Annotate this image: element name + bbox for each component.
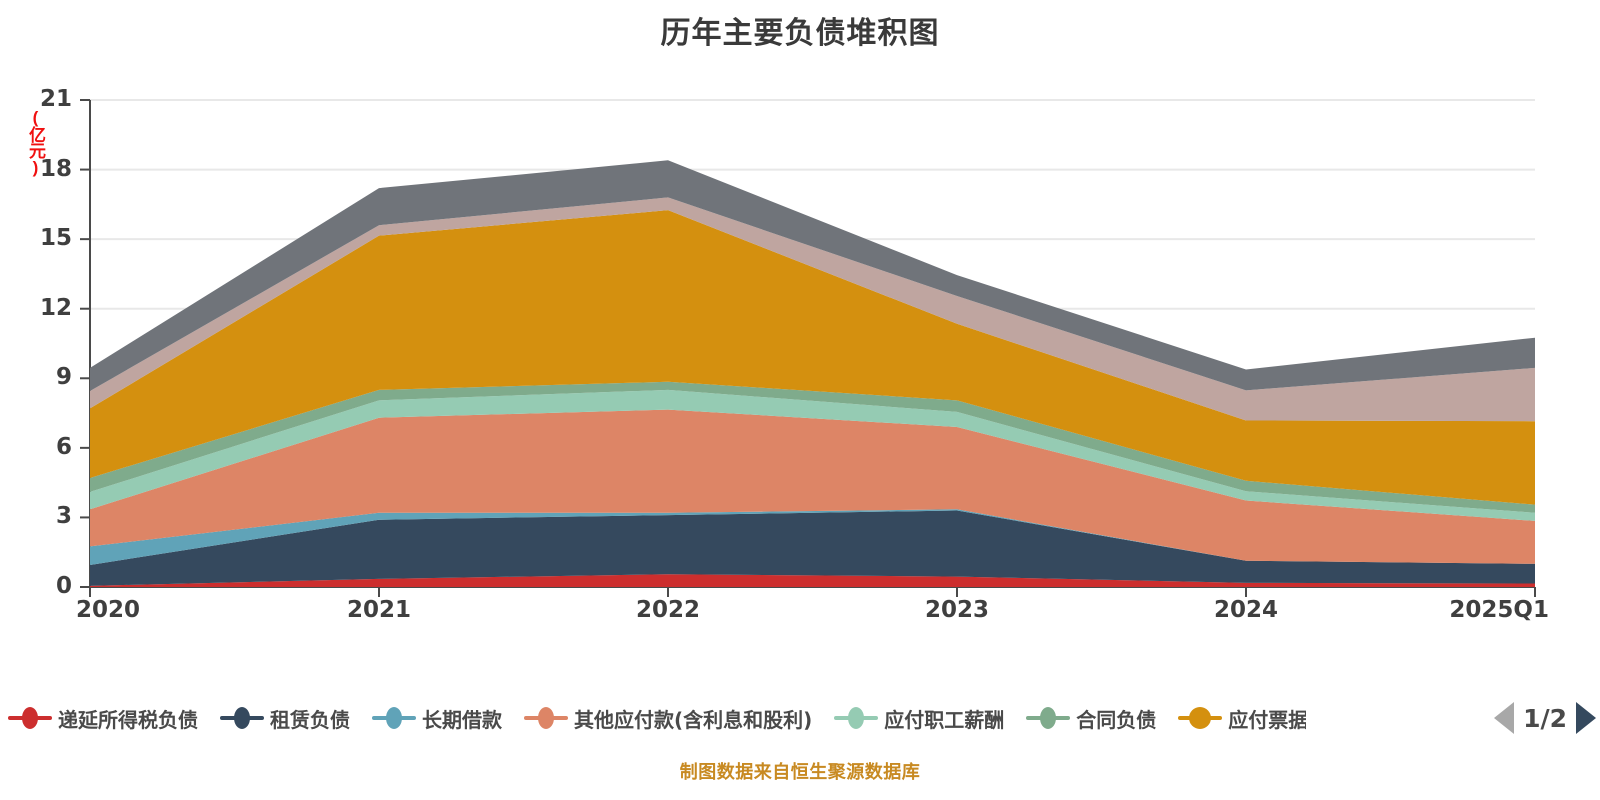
area-series bbox=[90, 574, 1535, 587]
pager-prev-icon[interactable] bbox=[1494, 702, 1515, 734]
legend-item-label: 应付职工薪酬 bbox=[884, 707, 1005, 732]
y-axis-unit-label: (亿元) bbox=[26, 108, 45, 176]
legend-marker-icon bbox=[372, 707, 416, 729]
y-tick-label: 3 bbox=[55, 503, 72, 530]
area-series bbox=[90, 510, 1535, 586]
x-tick-label: 2021 bbox=[346, 597, 411, 623]
y-tick-label: 15 bbox=[39, 225, 72, 252]
plot-svg bbox=[80, 99, 1536, 597]
legend-marker-icon bbox=[220, 707, 264, 729]
plot-area: 0 3 6 9 12 15 18 21 2020 2021 2022 2023 2024 2025Q1 bbox=[39, 86, 1549, 623]
area-series bbox=[90, 210, 1535, 505]
legend-item-label: 应付票据及应付账款 bbox=[1228, 707, 1307, 732]
legend-marker-icon bbox=[1026, 707, 1071, 729]
y-tick-label: 18 bbox=[39, 155, 72, 182]
area-series bbox=[90, 160, 1535, 392]
legend-marker-icon bbox=[834, 707, 879, 729]
legend-item-label: 长期借款 bbox=[422, 707, 502, 732]
legend-item-label: 其他应付款(含利息和股利) bbox=[574, 707, 813, 732]
x-tick-label: 2020 bbox=[76, 597, 141, 623]
legend-item[interactable]: 其他应付款(含利息和股利) bbox=[524, 704, 812, 733]
legend-item[interactable]: 租赁负债 bbox=[220, 704, 350, 733]
data-source-note: 制图数据来自恒生聚源数据库 bbox=[679, 762, 921, 783]
x-tick-label: 2025Q1 bbox=[1449, 597, 1549, 623]
y-tick-label: 6 bbox=[55, 433, 72, 460]
y-tick-label: 9 bbox=[55, 364, 72, 391]
pager-next-icon[interactable] bbox=[1576, 702, 1596, 734]
legend-item[interactable]: 合同负债 bbox=[1026, 704, 1156, 733]
legend-item-label: 递延所得税负债 bbox=[58, 707, 198, 732]
y-tick-label: 21 bbox=[39, 86, 72, 112]
legend-item[interactable]: 长期借款 bbox=[372, 704, 502, 733]
legend-item[interactable]: 应付职工薪酬 bbox=[834, 704, 1004, 733]
x-tick-label: 2023 bbox=[924, 597, 989, 623]
legend-item-label: 租赁负债 bbox=[270, 707, 350, 732]
area-series bbox=[90, 389, 1535, 521]
legend-item-label: 合同负债 bbox=[1076, 707, 1157, 732]
legend-item[interactable]: 应付票据及应付账款 bbox=[1178, 704, 1306, 733]
x-tick-label: 2022 bbox=[635, 597, 700, 623]
y-tick-label: 12 bbox=[39, 294, 72, 321]
legend-item[interactable]: 递延所得税负债 bbox=[8, 704, 198, 733]
legend-pager: 1/2 bbox=[1494, 696, 1596, 740]
legend-marker-icon bbox=[1178, 707, 1223, 729]
pager-page-indicator: 1/2 bbox=[1523, 703, 1567, 733]
legend-marker-icon bbox=[524, 707, 568, 729]
legend: 递延所得税负债 租赁负债 长期借款 其他应付款(含利息和股利) 应付职工薪酬 合同负债 应付… bbox=[0, 692, 1600, 744]
x-tick-label: 2024 bbox=[1213, 597, 1278, 623]
area-series bbox=[90, 381, 1535, 513]
y-tick-label: 0 bbox=[55, 573, 72, 599]
legend-marker-icon bbox=[8, 707, 52, 729]
area-series bbox=[90, 197, 1535, 422]
area-series bbox=[90, 409, 1535, 564]
page-title: 历年主要负债堆积图 bbox=[660, 16, 940, 51]
